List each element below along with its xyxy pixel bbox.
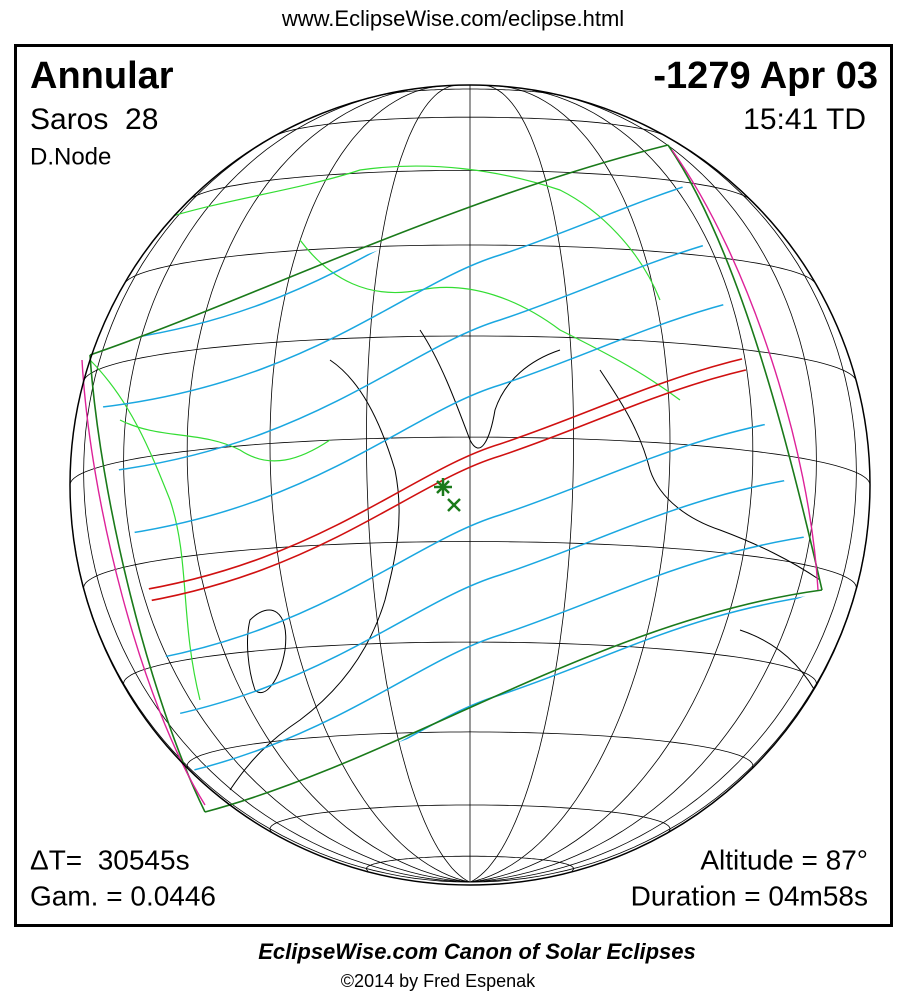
greatest-eclipse-marker (434, 478, 461, 512)
star-stroke (436, 480, 450, 494)
meridian (269, 85, 471, 883)
border (89, 359, 201, 701)
meridian (469, 93, 817, 883)
coastline (229, 359, 400, 791)
coastline (419, 329, 561, 449)
date: -1279 Apr 03 (653, 55, 878, 97)
parallel (275, 116, 665, 136)
meridian (123, 93, 471, 883)
parallel (366, 855, 574, 872)
altitude: Altitude = 87° (700, 844, 868, 875)
meridian (186, 87, 471, 883)
magnitude-curve (90, 529, 822, 792)
rise-curve (81, 359, 206, 806)
coastline (599, 369, 821, 581)
border (119, 419, 331, 462)
cross-stroke (447, 498, 461, 512)
copyright: ©2014 by Fred Espenak (341, 971, 536, 991)
frame (14, 44, 893, 927)
globe-outline (69, 84, 871, 886)
delta-t: ΔT= 30545s (30, 844, 190, 875)
set-curve (671, 149, 819, 591)
parallel (189, 169, 751, 200)
central-path-south (90, 350, 822, 613)
eclipse-type: Annular (30, 55, 174, 97)
parallel (70, 436, 870, 486)
duration: Duration = 04m58s (631, 880, 868, 911)
parallel (124, 244, 816, 284)
parallel (83, 335, 857, 381)
magnitude-curve (90, 279, 822, 542)
path-limits (89, 144, 823, 813)
border (159, 165, 661, 301)
coastlines (229, 329, 824, 791)
central-path-north (90, 338, 822, 601)
meridian (469, 87, 754, 883)
borders (89, 165, 681, 701)
footer-title: EclipseWise.com Canon of Solar Eclipses (258, 939, 696, 964)
magnitude-curve (90, 409, 822, 672)
border (299, 239, 681, 401)
gamma: Gam. = 0.0446 (30, 880, 216, 911)
saros: Saros 28 (30, 103, 158, 136)
parallel (83, 541, 857, 588)
parallel (269, 804, 671, 834)
southern-limit (204, 589, 823, 813)
time: 15:41 TD (743, 103, 866, 136)
island (247, 609, 287, 693)
northern-limit (89, 144, 669, 356)
meridian (366, 85, 471, 883)
meridian (83, 122, 471, 883)
eastern-limit (667, 144, 823, 591)
url: www.EclipseWise.com/eclipse.html (281, 6, 624, 31)
meridian (469, 85, 671, 883)
western-limit (89, 354, 206, 813)
parallel (123, 641, 817, 686)
meridian (469, 85, 574, 883)
parallel (378, 88, 562, 96)
rise-set-curves (81, 149, 819, 806)
parallel (186, 731, 754, 770)
meridian (469, 122, 857, 883)
magnitude-curve (90, 469, 822, 732)
node: D.Node (30, 143, 111, 170)
